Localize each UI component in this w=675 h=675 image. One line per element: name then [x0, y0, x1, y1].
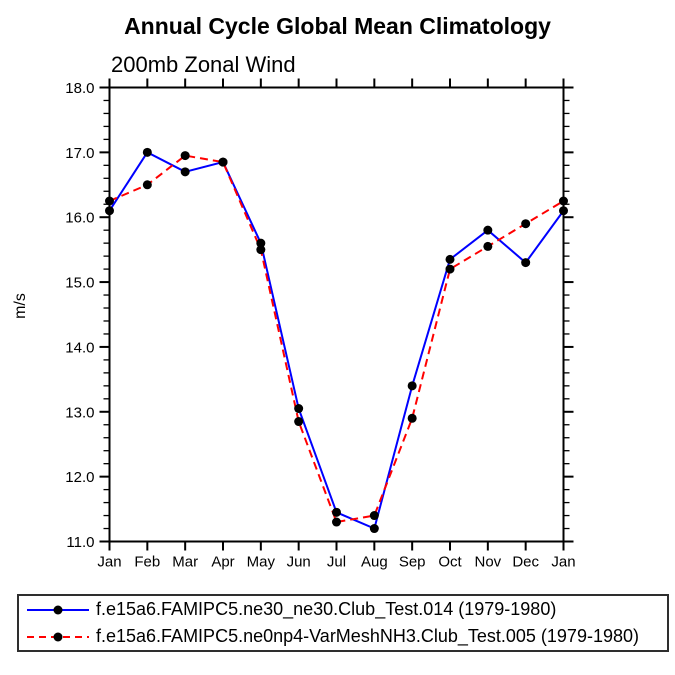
- x-tick-label: May: [247, 554, 276, 571]
- data-point-series-1: [369, 524, 379, 534]
- legend-box: f.e15a6.FAMIPC5.ne30_ne30.Club_Test.014 …: [17, 594, 669, 652]
- y-tick-label: 12.0: [65, 469, 94, 486]
- x-tick-label: Dec: [512, 554, 539, 571]
- x-tick-label: Sep: [399, 554, 426, 571]
- data-point-series-1: [559, 206, 568, 216]
- x-tick-label: Jun: [287, 554, 311, 571]
- data-point-series-1: [180, 167, 190, 177]
- series-line-1: [108, 151, 565, 530]
- y-tick-label: 15.0: [65, 275, 94, 292]
- data-point-series-1: [142, 147, 152, 157]
- data-point-series-1: [105, 206, 114, 216]
- legend-label-series-2: f.e15a6.FAMIPC5.ne0np4-VarMeshNH3.Club_T…: [96, 626, 639, 646]
- data-point-series-2: [369, 511, 379, 521]
- data-point-series-1: [521, 258, 531, 268]
- data-point-series-1: [294, 404, 304, 414]
- chart-title: Annual Cycle Global Mean Climatology: [124, 13, 551, 39]
- data-point-series-2: [256, 245, 266, 255]
- x-tick-label: Jan: [97, 554, 121, 571]
- x-tick-label: Aug: [361, 554, 388, 571]
- data-point-series-2: [445, 264, 455, 274]
- series-line-2: [109, 154, 565, 524]
- legend-sample-marker-icon: [53, 605, 63, 614]
- data-point-series-2: [332, 517, 341, 527]
- y-tick-label: 11.0: [66, 534, 94, 551]
- chart-subtitle: 200mb Zonal Wind: [111, 52, 296, 77]
- plot-box: [108, 86, 565, 543]
- y-tick-label: 17.0: [65, 145, 94, 162]
- x-tick-label: Jul: [327, 554, 346, 571]
- y-tick-label: 14.0: [65, 339, 94, 356]
- legend-item-series-2: f.e15a6.FAMIPC5.ne0np4-VarMeshNH3.Club_T…: [25, 624, 667, 650]
- y-tick-label: 16.0: [65, 210, 94, 227]
- data-point-series-2: [218, 157, 228, 167]
- data-point-series-2: [105, 196, 114, 206]
- x-tick-label: Apr: [211, 554, 234, 571]
- legend-line-sample-solid: [27, 605, 89, 614]
- data-point-series-1: [332, 507, 341, 517]
- data-point-series-2: [559, 196, 568, 206]
- y-tick-label: 18.0: [65, 80, 94, 97]
- legend-sample-marker-icon: [53, 632, 63, 641]
- data-point-series-2: [142, 180, 152, 190]
- data-point-series-1: [445, 254, 455, 264]
- x-tick-label: Jan: [551, 554, 575, 571]
- data-point-series-1: [483, 225, 493, 235]
- data-point-series-2: [521, 219, 531, 229]
- data-point-series-2: [294, 417, 304, 427]
- x-tick-label: Oct: [438, 554, 462, 571]
- legend-label-series-1: f.e15a6.FAMIPC5.ne30_ne30.Club_Test.014 …: [96, 599, 557, 619]
- data-point-series-1: [407, 381, 417, 391]
- legend-line-sample-dashed: [27, 632, 89, 641]
- y-tick-label: 13.0: [65, 404, 94, 421]
- x-tick-label: Mar: [172, 554, 198, 571]
- x-tick-label: Nov: [474, 554, 501, 571]
- x-tick-label: Feb: [134, 554, 160, 571]
- legend-item-series-1: f.e15a6.FAMIPC5.ne30_ne30.Club_Test.014 …: [25, 597, 667, 623]
- data-point-series-2: [407, 413, 417, 423]
- data-point-series-2: [180, 151, 190, 161]
- data-point-series-1: [256, 238, 266, 248]
- data-point-series-2: [483, 241, 493, 251]
